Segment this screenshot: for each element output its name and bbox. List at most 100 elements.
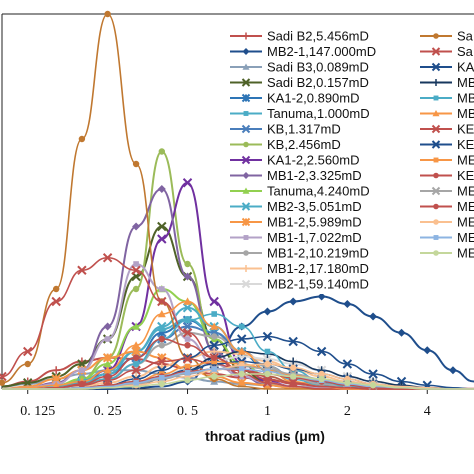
data-point — [210, 354, 218, 361]
data-point — [211, 366, 217, 372]
data-point — [132, 222, 141, 231]
data-point — [369, 382, 377, 389]
data-point — [184, 377, 191, 384]
data-point — [0, 379, 6, 386]
data-point — [318, 375, 325, 383]
data-point — [241, 279, 251, 289]
data-point — [433, 203, 439, 210]
data-point — [264, 375, 271, 383]
data-point — [342, 359, 353, 369]
x-tick-label: 1 — [264, 404, 271, 419]
data-point — [159, 286, 165, 292]
data-point — [103, 360, 112, 368]
data-point — [433, 172, 439, 179]
x-tick-label: 4 — [424, 404, 431, 419]
data-point — [433, 250, 439, 256]
data-point — [241, 217, 251, 227]
legend-label: MB2-3,5.051mD — [267, 199, 362, 214]
data-point — [433, 157, 439, 163]
data-point — [343, 300, 352, 308]
data-point — [289, 380, 297, 388]
x-tick-label: 0. 25 — [94, 404, 122, 419]
data-point — [184, 260, 191, 268]
data-point — [23, 346, 33, 357]
legend-label: Sa — [457, 29, 474, 44]
data-point — [289, 297, 298, 306]
data-point — [242, 63, 250, 70]
data-point — [317, 292, 326, 301]
data-point — [431, 62, 441, 72]
data-point — [158, 335, 166, 343]
legend-label: ME — [457, 215, 474, 230]
data-point — [211, 358, 217, 365]
data-point — [183, 297, 192, 305]
data-point — [184, 336, 191, 342]
legend-label: KB,1.317mD — [267, 122, 341, 137]
data-point — [104, 10, 111, 18]
data-point — [431, 186, 441, 196]
data-point — [243, 141, 249, 148]
data-point — [210, 333, 218, 340]
x-axis-title: throat radius (μm) — [205, 428, 325, 444]
data-point — [103, 322, 112, 331]
legend-label: KE — [457, 137, 474, 152]
data-point — [241, 93, 251, 103]
data-point — [159, 326, 165, 332]
legend-label: MB1-2,5.989mD — [267, 215, 362, 230]
data-point — [51, 296, 61, 307]
data-point — [184, 369, 191, 376]
legend-label: Sa — [457, 44, 474, 59]
legend-label: MB1-2,17.180mD — [267, 261, 369, 276]
data-point — [288, 336, 298, 347]
legend-label: Sadi B2,0.157mD — [267, 75, 369, 90]
data-point — [264, 360, 271, 368]
data-point — [209, 340, 219, 350]
data-point — [238, 323, 245, 330]
data-point — [369, 312, 378, 321]
data-point — [157, 321, 167, 332]
legend-label: Tanuma,4.240mD — [267, 184, 370, 199]
data-point — [104, 336, 111, 342]
data-point — [211, 311, 217, 317]
data-point — [433, 33, 439, 39]
legend-label: Sadi B2,5.456mD — [267, 29, 369, 44]
x-tick-label: 0. 125 — [20, 404, 55, 419]
legend-label: KE — [457, 122, 474, 137]
data-point — [132, 341, 141, 349]
data-point — [238, 370, 245, 378]
data-point — [318, 370, 325, 378]
data-point — [289, 373, 297, 380]
data-point — [448, 366, 457, 375]
legend-label: MB2-1,147.000mD — [267, 44, 376, 59]
data-point — [242, 187, 250, 194]
legend-label: MB1-2,10.219mD — [267, 246, 369, 261]
data-point — [241, 78, 251, 87]
data-point — [431, 140, 441, 149]
data-point — [78, 380, 86, 388]
data-point — [158, 342, 166, 349]
data-point — [157, 221, 167, 232]
data-point — [182, 303, 193, 313]
data-point — [431, 47, 441, 56]
x-tick-label: 0. 5 — [177, 404, 198, 419]
data-point — [263, 307, 272, 316]
legend-label: KA1-2,0.890mD — [267, 91, 360, 106]
x-tick-label: 2 — [344, 404, 351, 419]
data-point — [103, 366, 112, 374]
data-point — [262, 331, 273, 342]
data-point — [78, 135, 86, 143]
data-point — [182, 178, 193, 188]
data-point — [432, 110, 440, 117]
data-point — [433, 235, 439, 240]
data-point — [209, 296, 219, 307]
legend-label: MB — [457, 91, 474, 106]
legend-label: ME — [457, 184, 474, 199]
data-point — [52, 381, 61, 389]
data-point — [158, 148, 166, 155]
data-point — [241, 155, 251, 165]
data-point — [316, 346, 327, 357]
legend-label: ME — [457, 230, 474, 245]
legend-label: MB — [457, 106, 474, 121]
data-point — [132, 354, 140, 361]
